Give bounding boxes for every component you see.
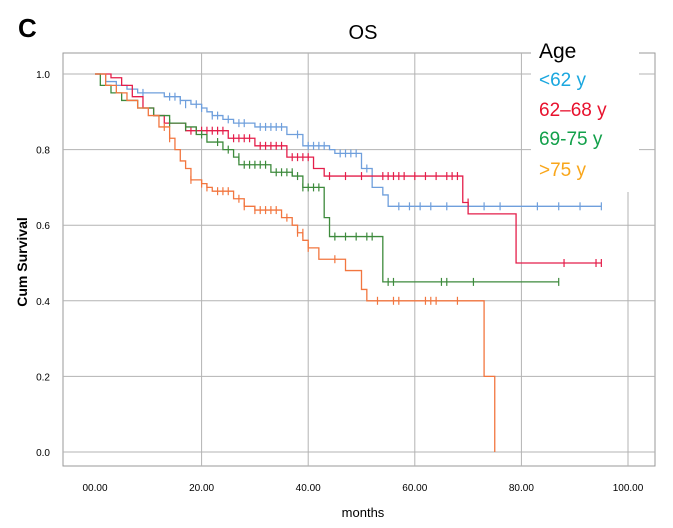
- survival-curve: [95, 73, 602, 207]
- y-tick-label: 0.8: [36, 146, 50, 157]
- series-2: [95, 73, 560, 286]
- y-tick-label: 1.0: [36, 70, 50, 81]
- legend-entry-over-75: >75 y: [539, 160, 587, 181]
- x-tick-label: 00.00: [82, 483, 107, 494]
- survival-curve: [95, 73, 496, 452]
- plot-frame: [62, 52, 656, 467]
- survival-curve: [95, 73, 559, 283]
- legend-background: [531, 30, 639, 192]
- y-tick-label: 0.6: [36, 221, 50, 232]
- x-tick-label: 40.00: [296, 483, 321, 494]
- panel-letter: C: [18, 13, 37, 43]
- legend: Age <62 y 62–68 y 69-75 y >75 y: [539, 40, 607, 181]
- series-0: [95, 73, 602, 211]
- chart-title: OS: [349, 22, 378, 44]
- x-tick-labels: 00.00 20.00 40.00 60.00 80.00 100.00: [82, 483, 643, 494]
- y-axis-label: Cum Survival: [14, 217, 30, 306]
- survival-curve: [95, 73, 602, 264]
- y-tick-label: 0.0: [36, 448, 50, 459]
- series-layer: [95, 73, 602, 452]
- x-tick-label: 60.00: [402, 483, 427, 494]
- y-tick-label: 0.4: [36, 297, 50, 308]
- legend-title: Age: [539, 40, 576, 63]
- series-1: [95, 73, 602, 267]
- x-axis-label: months: [342, 505, 385, 520]
- y-tick-labels: 0.0 0.2 0.4 0.6 0.8 1.0: [36, 70, 50, 459]
- x-tick-label: 100.00: [613, 483, 644, 494]
- series-3: [95, 73, 496, 452]
- y-tick-label: 0.2: [36, 372, 50, 383]
- x-tick-label: 80.00: [509, 483, 534, 494]
- legend-entry-62-68: 62–68 y: [539, 100, 607, 121]
- x-tick-label: 20.00: [189, 483, 214, 494]
- legend-entry-69-75: 69-75 y: [539, 129, 603, 150]
- legend-entry-under-62: <62 y: [539, 70, 587, 91]
